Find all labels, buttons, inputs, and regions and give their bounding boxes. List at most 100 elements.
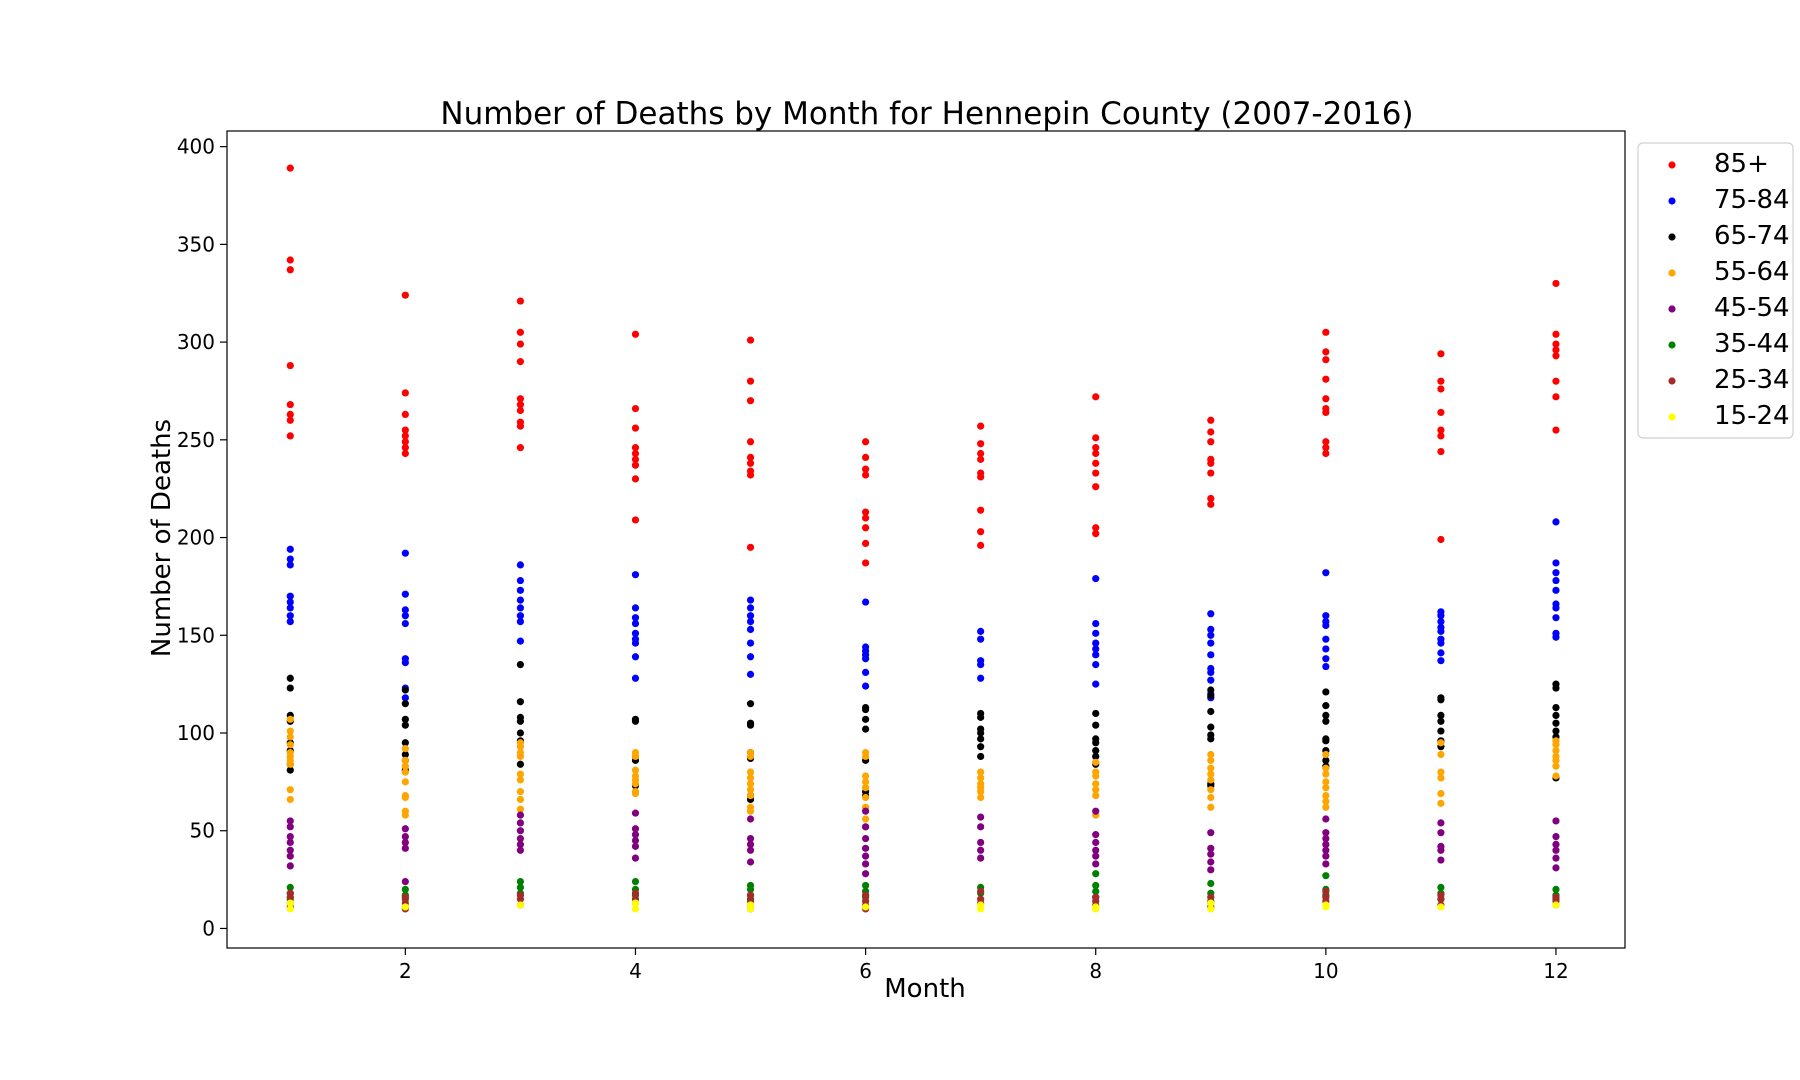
data-point (1552, 569, 1560, 577)
data-point (1552, 741, 1560, 749)
data-point (1437, 627, 1445, 635)
data-point (1207, 459, 1215, 467)
data-point (746, 612, 755, 620)
data-point (1207, 764, 1215, 772)
data-point (1092, 530, 1100, 538)
data-point (1437, 426, 1445, 434)
data-point (1092, 772, 1100, 780)
data-point (1322, 791, 1330, 800)
data-point (516, 901, 525, 909)
data-point (1552, 279, 1560, 288)
data-point (861, 852, 870, 860)
data-point (1092, 721, 1100, 729)
y-tick-label: 250 (177, 428, 215, 452)
data-point (1207, 428, 1215, 436)
series-15-24 (286, 899, 1560, 913)
data-point (861, 834, 870, 843)
data-point (516, 776, 525, 784)
data-point (861, 860, 870, 868)
data-point (401, 721, 409, 729)
y-axis: 0 50 100 150 200 250 300 350 400 (177, 135, 227, 940)
data-point (1092, 905, 1100, 913)
data-point (516, 561, 525, 569)
data-point (286, 617, 294, 626)
data-point (516, 576, 525, 585)
data-point (977, 752, 985, 761)
x-tick-label: 4 (629, 959, 642, 983)
data-point (631, 619, 640, 628)
data-point (1322, 449, 1330, 458)
data-point (1437, 768, 1445, 776)
data-point (746, 700, 755, 708)
series-85+ (286, 164, 1560, 567)
data-point (1207, 735, 1215, 743)
data-point (516, 395, 525, 403)
data-point (631, 842, 640, 850)
data-point (861, 453, 870, 462)
data-point (1552, 330, 1560, 338)
data-point (1437, 727, 1445, 735)
data-point (286, 545, 294, 553)
data-point (1437, 819, 1445, 827)
data-point (1207, 893, 1215, 901)
data-point (516, 717, 525, 725)
legend-label: 45-54 (1714, 293, 1790, 323)
data-point (861, 815, 870, 823)
data-point (1552, 340, 1560, 348)
data-point (1437, 883, 1445, 892)
data-point (1552, 817, 1560, 825)
data-point (286, 733, 294, 741)
data-point (1437, 612, 1445, 620)
data-point (1437, 696, 1445, 704)
legend-label: 55-64 (1714, 257, 1790, 287)
data-point (401, 549, 409, 557)
data-point (1437, 535, 1445, 544)
legend-marker (1668, 269, 1676, 277)
data-point (1552, 614, 1560, 622)
data-point (1322, 815, 1330, 823)
data-point (746, 617, 755, 626)
data-point (861, 881, 870, 890)
data-point (631, 461, 640, 469)
data-point (631, 752, 640, 761)
data-point (1207, 625, 1215, 634)
data-point (1092, 887, 1100, 895)
data-point (516, 795, 525, 804)
chart-title: Number of Deaths by Month for Hennepin C… (440, 96, 1413, 132)
data-point (286, 862, 294, 870)
data-point (1092, 739, 1100, 747)
data-point (861, 471, 870, 479)
data-point (1092, 846, 1100, 854)
data-point (516, 834, 525, 843)
data-point (516, 788, 525, 796)
data-point (861, 559, 870, 567)
data-point (1092, 629, 1100, 637)
data-point (977, 887, 985, 895)
data-point (746, 721, 755, 729)
data-point (746, 438, 755, 446)
data-point (861, 598, 870, 606)
data-point (401, 715, 409, 723)
data-point (1322, 655, 1330, 663)
legend-box (1637, 142, 1794, 439)
data-point (1092, 660, 1100, 669)
series-65-74 (286, 660, 1560, 804)
data-point (286, 416, 294, 424)
data-point (401, 756, 409, 764)
data-point (286, 817, 294, 825)
legend-label: 15-24 (1714, 401, 1790, 431)
data-point (1092, 838, 1100, 847)
data-point (1207, 770, 1215, 778)
data-point (746, 397, 755, 405)
data-point (401, 745, 409, 753)
data-point (631, 404, 640, 413)
data-point (746, 791, 755, 800)
data-point (1437, 739, 1445, 747)
data-point (861, 655, 870, 663)
data-point (1322, 860, 1330, 868)
data-point (1322, 784, 1330, 792)
data-point (401, 700, 409, 708)
data-point (401, 426, 409, 434)
data-point (861, 891, 870, 899)
data-point (1552, 684, 1560, 692)
